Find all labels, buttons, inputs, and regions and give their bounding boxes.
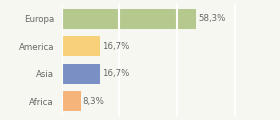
Bar — [62, 64, 100, 84]
Text: 8,3%: 8,3% — [83, 97, 104, 106]
Bar — [62, 9, 196, 29]
Text: 58,3%: 58,3% — [198, 14, 225, 23]
Text: 16,7%: 16,7% — [102, 42, 129, 51]
Bar — [62, 91, 81, 111]
Bar — [62, 36, 100, 56]
Text: 16,7%: 16,7% — [102, 69, 129, 78]
